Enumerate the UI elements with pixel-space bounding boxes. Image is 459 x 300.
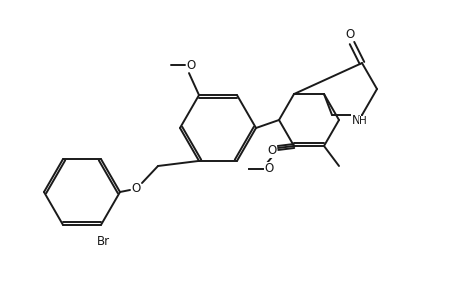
Text: O: O <box>186 58 195 72</box>
Text: H: H <box>358 116 366 126</box>
Text: Br: Br <box>96 235 109 248</box>
Text: N: N <box>351 113 360 127</box>
Text: O: O <box>267 145 276 158</box>
Text: O: O <box>131 182 140 194</box>
Text: O: O <box>264 163 273 176</box>
Text: O: O <box>345 28 354 40</box>
